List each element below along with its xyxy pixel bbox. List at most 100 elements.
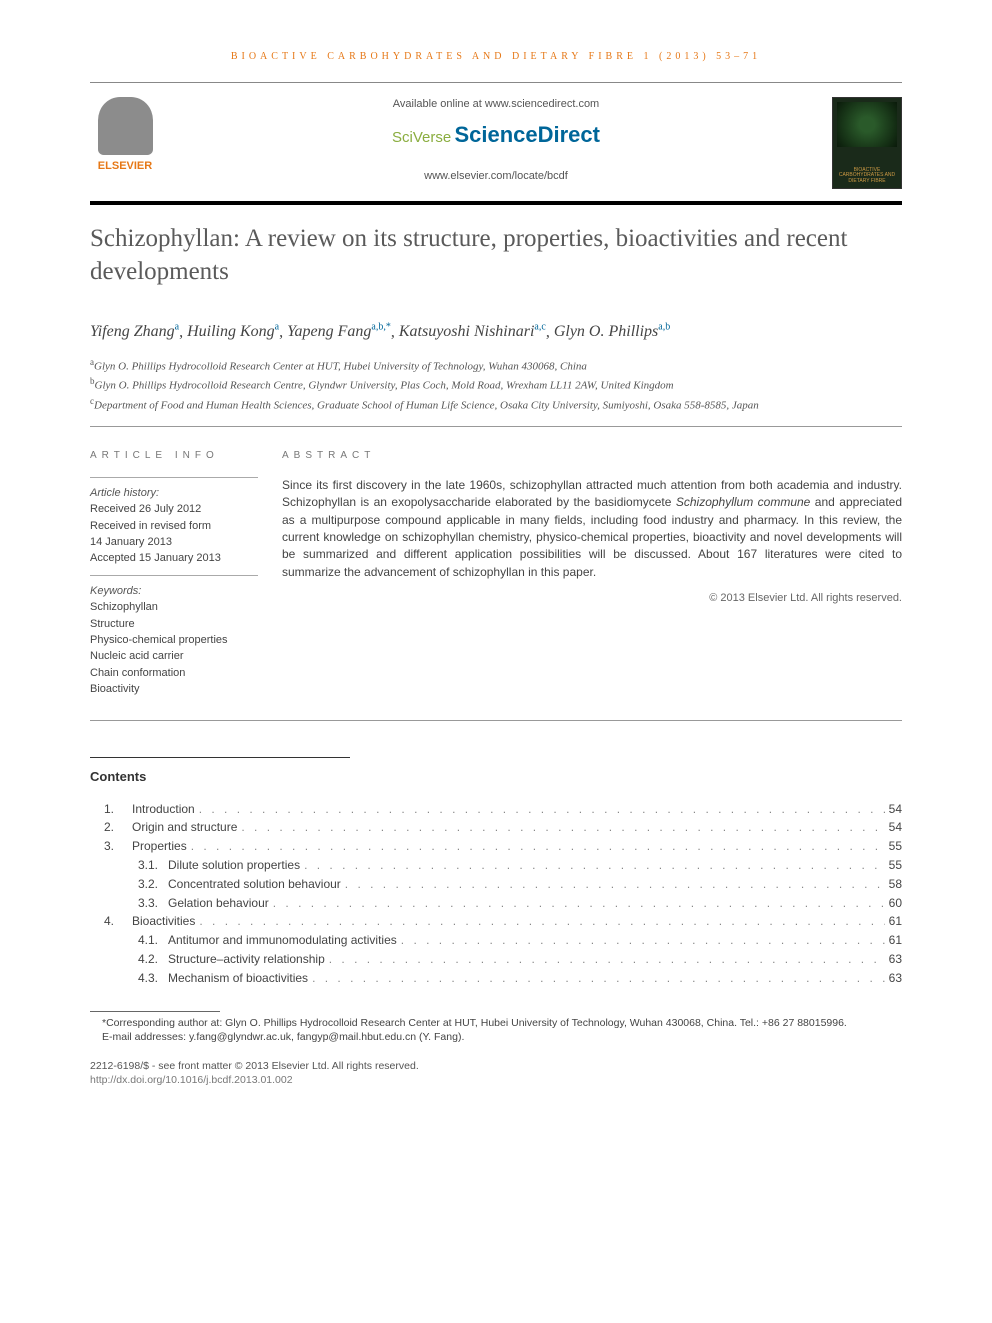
- article-info-column: article info Article history: Received 2…: [90, 449, 282, 699]
- cover-image-icon: [837, 102, 897, 147]
- author: Yapeng Fanga,b,*: [287, 323, 391, 340]
- toc-leader-dots: [325, 951, 885, 968]
- contents-heading: Contents: [90, 768, 902, 786]
- issn-line: 2212-6198/$ - see front matter © 2013 El…: [90, 1059, 902, 1073]
- journal-cover-thumbnail: BIOACTIVE CARBOHYDRATES AND DIETARY FIBR…: [832, 97, 902, 189]
- affiliation-text: Glyn O. Phillips Hydrocolloid Research C…: [94, 361, 587, 373]
- toc-page: 60: [885, 895, 902, 912]
- toc-entry[interactable]: 1.Introduction 54: [90, 801, 902, 818]
- history-label: Article history:: [90, 486, 258, 501]
- author-affiliation-marker: a,b: [658, 322, 670, 333]
- toc-entry[interactable]: 4.Bioactivities 61: [90, 913, 902, 930]
- toc-label: Mechanism of bioactivities: [168, 970, 308, 987]
- abstract-species: Schizophyllum commune: [676, 495, 811, 509]
- elsevier-tree-icon: [98, 97, 153, 155]
- affiliation-text: Glyn O. Phillips Hydrocolloid Research C…: [95, 380, 674, 392]
- keywords-label: Keywords:: [90, 584, 258, 599]
- title-block: Schizophyllan: A review on its structure…: [90, 205, 902, 302]
- affiliation-text: Department of Food and Human Health Scie…: [94, 399, 759, 411]
- toc-label: Antitumor and immunomodulating activitie…: [168, 932, 397, 949]
- toc-number: 4.2.: [90, 951, 168, 968]
- keyword: Structure: [90, 617, 258, 632]
- author-name: Katsuyoshi Nishinari: [399, 323, 535, 340]
- toc-page: 63: [885, 970, 902, 987]
- author: Yifeng Zhanga: [90, 323, 179, 340]
- article-title: Schizophyllan: A review on its structure…: [90, 223, 902, 288]
- toc-leader-dots: [237, 819, 884, 836]
- journal-header: Bioactive Carbohydrates and Dietary Fibr…: [90, 50, 902, 64]
- toc-number: 4.3.: [90, 970, 168, 987]
- footnotes: *Corresponding author at: Glyn O. Philli…: [90, 1016, 902, 1045]
- available-online-text: Available online at www.sciencedirect.co…: [170, 97, 822, 112]
- toc-label: Structure–activity relationship: [168, 951, 325, 968]
- toc-page: 54: [885, 801, 902, 818]
- toc-leader-dots: [300, 857, 885, 874]
- abstract-heading: abstract: [282, 449, 902, 463]
- toc-page: 58: [885, 876, 902, 893]
- toc-page: 61: [885, 913, 902, 930]
- elsevier-text: ELSEVIER: [98, 159, 152, 174]
- history-line: Received 26 July 2012: [90, 502, 258, 517]
- keyword: Schizophyllan: [90, 600, 258, 615]
- toc-label: Introduction: [132, 801, 195, 818]
- toc-number: 4.1.: [90, 932, 168, 949]
- sciverse-prefix: SciVerse: [392, 129, 451, 146]
- toc-leader-dots: [397, 932, 885, 949]
- author-name: Yifeng Zhang: [90, 323, 175, 340]
- toc-page: 55: [885, 857, 902, 874]
- toc-entry[interactable]: 4.1.Antitumor and immunomodulating activ…: [90, 932, 902, 949]
- sciverse-logo: SciVerse ScienceDirect: [170, 120, 822, 151]
- toc-label: Concentrated solution behaviour: [168, 876, 341, 893]
- toc-leader-dots: [187, 838, 885, 855]
- email-addresses[interactable]: y.fang@glyndwr.ac.uk, fangyp@mail.hbut.e…: [186, 1031, 464, 1043]
- history-line: 14 January 2013: [90, 535, 258, 550]
- toc-entry[interactable]: 4.3.Mechanism of bioactivities 63: [90, 970, 902, 987]
- toc-label: Bioactivities: [132, 913, 195, 930]
- author-name: Glyn O. Phillips: [554, 323, 658, 340]
- toc-leader-dots: [269, 895, 885, 912]
- toc-page: 55: [885, 838, 902, 855]
- toc-leader-dots: [195, 913, 884, 930]
- affiliation: aGlyn O. Phillips Hydrocolloid Research …: [90, 356, 902, 375]
- author-affiliation-marker: a,c: [534, 322, 545, 333]
- author-name: Yapeng Fang: [287, 323, 371, 340]
- abstract-text: Since its first discovery in the late 19…: [282, 477, 902, 581]
- toc-label: Dilute solution properties: [168, 857, 300, 874]
- toc-leader-dots: [341, 876, 885, 893]
- author: Glyn O. Phillipsa,b: [554, 323, 670, 340]
- toc-entry[interactable]: 2.Origin and structure54: [90, 819, 902, 836]
- toc-entry[interactable]: 4.2.Structure–activity relationship 63: [90, 951, 902, 968]
- toc-entry[interactable]: 3.Properties55: [90, 838, 902, 855]
- corresponding-author-note: *Corresponding author at: Glyn O. Philli…: [90, 1016, 902, 1031]
- author: Huiling Konga: [187, 323, 279, 340]
- info-abstract-row: article info Article history: Received 2…: [90, 449, 902, 722]
- toc-number: 1.: [90, 801, 132, 818]
- toc-label: Gelation behaviour: [168, 895, 269, 912]
- cover-title-text: BIOACTIVE CARBOHYDRATES AND DIETARY FIBR…: [837, 168, 897, 185]
- history-line: Accepted 15 January 2013: [90, 551, 258, 566]
- elsevier-logo: ELSEVIER: [90, 97, 160, 182]
- toc-number: 3.3.: [90, 895, 168, 912]
- toc-page: 63: [885, 951, 902, 968]
- masthead: ELSEVIER Available online at www.science…: [90, 82, 902, 205]
- publication-footer: 2212-6198/$ - see front matter © 2013 El…: [90, 1059, 902, 1087]
- email-label: E-mail addresses:: [102, 1031, 186, 1043]
- toc-number: 3.1.: [90, 857, 168, 874]
- table-of-contents: 1.Introduction 542.Origin and structure54…: [90, 801, 902, 987]
- toc-entry[interactable]: 3.2.Concentrated solution behaviour 58: [90, 876, 902, 893]
- toc-leader-dots: [195, 801, 885, 818]
- keyword: Chain conformation: [90, 666, 258, 681]
- toc-entry[interactable]: 3.1.Dilute solution properties 55: [90, 857, 902, 874]
- toc-page: 54: [885, 819, 902, 836]
- journal-url[interactable]: www.elsevier.com/locate/bcdf: [170, 169, 822, 184]
- author-list: Yifeng Zhanga, Huiling Konga, Yapeng Fan…: [90, 320, 902, 344]
- keyword: Nucleic acid carrier: [90, 649, 258, 664]
- author-affiliation-marker: a,b,*: [371, 322, 390, 333]
- toc-entry[interactable]: 3.3.Gelation behaviour 60: [90, 895, 902, 912]
- affiliation: bGlyn O. Phillips Hydrocolloid Research …: [90, 375, 902, 394]
- toc-number: 3.2.: [90, 876, 168, 893]
- doi-link[interactable]: http://dx.doi.org/10.1016/j.bcdf.2013.01…: [90, 1073, 902, 1087]
- toc-number: 3.: [90, 838, 132, 855]
- toc-number: 4.: [90, 913, 132, 930]
- sciencedirect-text: ScienceDirect: [454, 122, 600, 147]
